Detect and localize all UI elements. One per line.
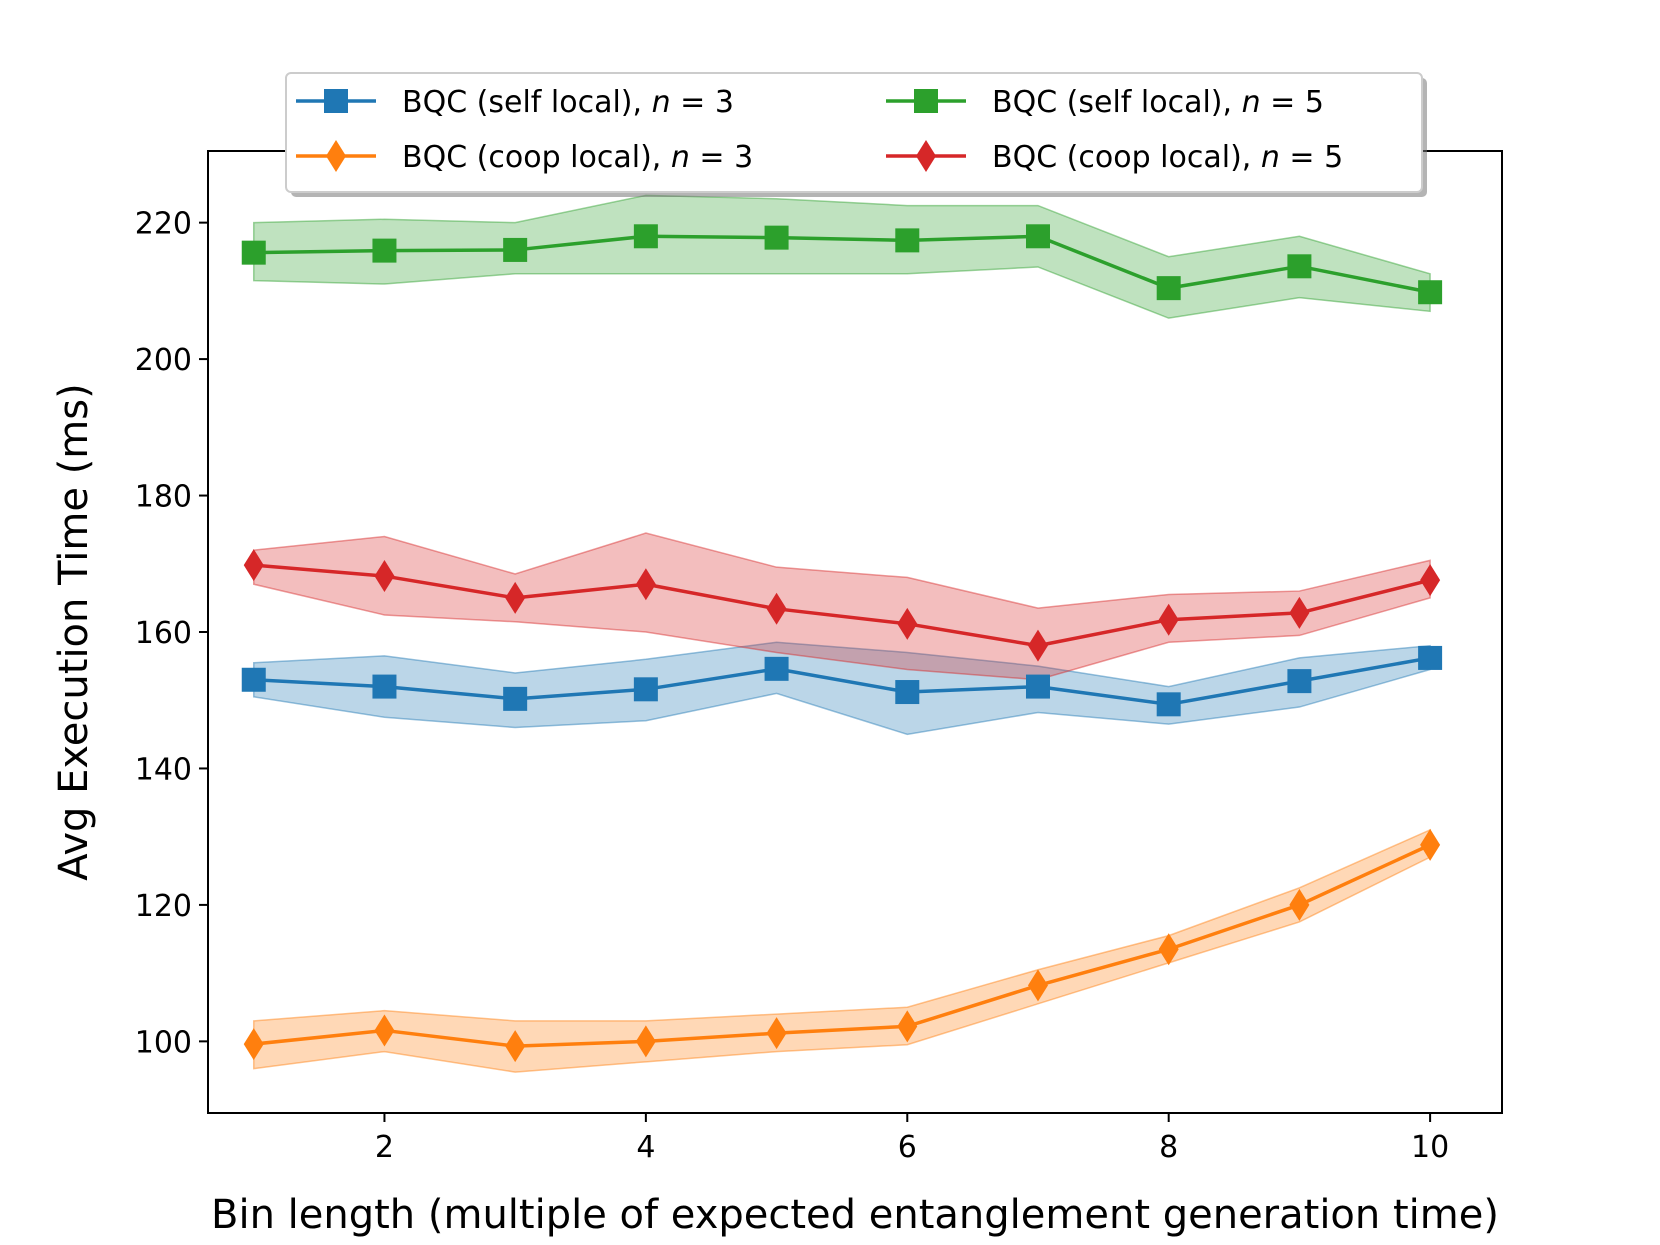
x-tick-label: 6 [898, 1130, 917, 1165]
confidence-band-series-4 [252, 532, 1431, 681]
legend-marker-series-2 [326, 140, 346, 172]
data-point-series-4 [635, 568, 656, 601]
data-point-series-1 [372, 674, 397, 699]
y-tick-label: 160 [135, 616, 192, 651]
y-axis-label: Avg Execution Time (ms) [51, 383, 97, 880]
series-line-4 [253, 563, 1431, 648]
confidence-bands [252, 194, 1431, 1073]
data-point-series-1 [1287, 669, 1312, 694]
data-point-series-1 [1025, 674, 1050, 699]
data-point-series-3 [372, 238, 397, 263]
y-tick-label: 220 [135, 207, 192, 242]
y-tick-label: 100 [135, 1025, 192, 1060]
y-axis-ticks: 100 120 140 160 180 200 220 [135, 207, 208, 1060]
legend-label-series-2: BQC (coop local), n = 3 [402, 140, 753, 175]
data-point-series-3 [895, 228, 920, 253]
data-point-series-1 [764, 656, 789, 681]
data-point-series-3 [1025, 224, 1050, 249]
y-tick-label: 120 [135, 889, 192, 924]
data-point-series-2 [1027, 969, 1048, 1002]
data-point-series-2 [1158, 933, 1179, 966]
data-point-series-3 [241, 240, 266, 265]
data-point-series-1 [1156, 692, 1181, 717]
y-tick-label: 180 [135, 480, 192, 515]
data-point-series-4 [1027, 629, 1048, 662]
x-tick-label: 2 [375, 1130, 394, 1165]
data-point-series-3 [503, 237, 528, 262]
x-axis-label: Bin length (multiple of expected entangl… [211, 1192, 1499, 1238]
data-point-series-1 [1418, 645, 1443, 670]
data-point-series-2 [505, 1030, 526, 1063]
y-tick-label: 140 [135, 752, 192, 787]
data-point-series-4 [897, 607, 918, 640]
data-point-series-4 [1420, 564, 1441, 597]
data-point-series-1 [503, 686, 528, 711]
data-point-series-4 [243, 549, 264, 582]
data-point-series-4 [374, 560, 395, 593]
legend-marker-series-4 [916, 140, 936, 172]
data-point-series-2 [766, 1017, 787, 1050]
data-point-series-4 [1289, 596, 1310, 629]
data-point-series-4 [505, 581, 526, 614]
data-point-series-3 [764, 225, 789, 250]
data-point-series-2 [243, 1028, 264, 1061]
series-line-2 [253, 843, 1431, 1048]
series-markers [241, 224, 1443, 1063]
y-tick-label: 200 [135, 343, 192, 378]
series-line-1 [253, 656, 1431, 707]
data-point-series-3 [1156, 276, 1181, 301]
data-point-series-2 [374, 1014, 395, 1047]
x-tick-label: 10 [1411, 1130, 1449, 1165]
legend-box [285, 72, 1423, 193]
legend: BQC (self local), n = 3 BQC (coop local),… [285, 72, 1427, 197]
legend-label-series-1: BQC (self local), n = 3 [402, 85, 734, 120]
data-point-series-3 [1287, 254, 1312, 279]
legend-marker-series-3 [914, 89, 938, 113]
data-point-series-2 [897, 1010, 918, 1043]
data-point-series-1 [895, 680, 920, 705]
data-point-series-4 [766, 592, 787, 625]
data-point-series-2 [635, 1025, 656, 1058]
x-tick-label: 4 [636, 1130, 655, 1165]
data-point-series-3 [633, 224, 658, 249]
data-point-series-4 [1158, 603, 1179, 636]
series-lines [253, 234, 1431, 1048]
data-point-series-1 [633, 677, 658, 702]
legend-label-series-4: BQC (coop local), n = 5 [992, 140, 1343, 175]
legend-marker-series-1 [324, 89, 348, 113]
data-point-series-2 [1289, 888, 1310, 921]
x-axis-ticks: 2 4 6 8 10 [375, 1113, 1449, 1165]
x-tick-label: 8 [1159, 1130, 1178, 1165]
data-point-series-1 [241, 667, 266, 692]
data-point-series-3 [1418, 280, 1443, 305]
series-line-3 [253, 234, 1431, 294]
data-point-series-2 [1420, 828, 1441, 861]
legend-label-series-3: BQC (self local), n = 5 [992, 85, 1324, 120]
